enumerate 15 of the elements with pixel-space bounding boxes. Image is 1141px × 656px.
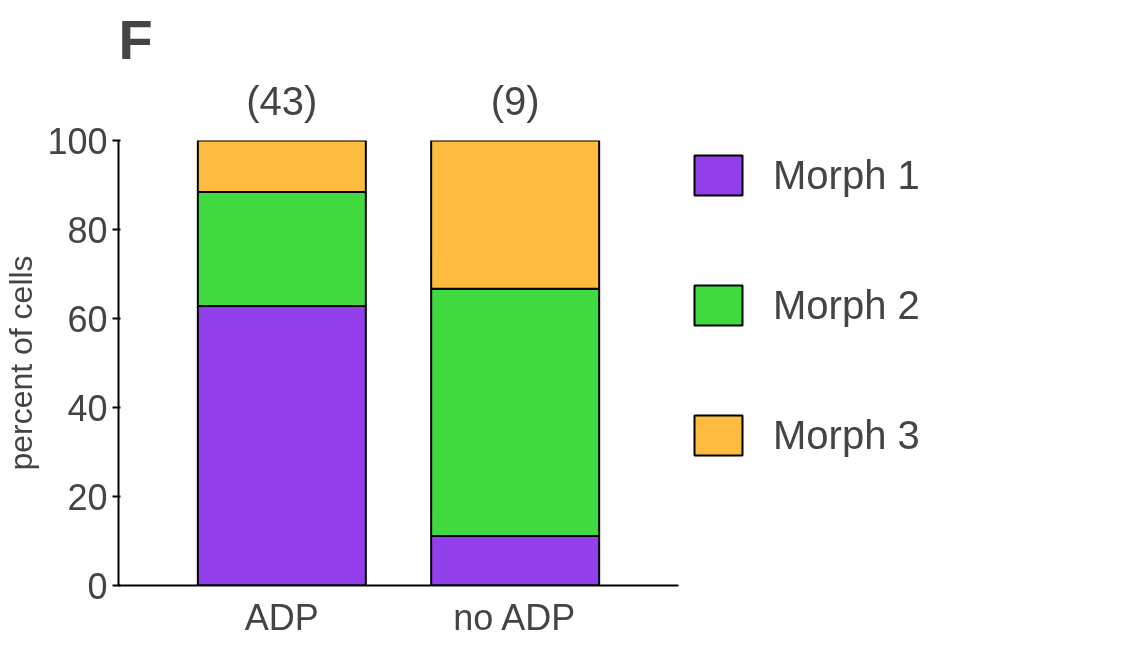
y-axis-title: percent of cells <box>3 255 40 471</box>
legend-label: Morph 3 <box>773 412 920 458</box>
y-tick-label: 20 <box>67 476 108 518</box>
y-tick-label: 0 <box>87 565 108 607</box>
chart-title: F <box>118 7 153 71</box>
text: (9) <box>490 78 540 123</box>
y-tick-label: 100 <box>47 120 108 162</box>
legend-label: Morph 2 <box>773 282 920 328</box>
x-tick-label: no ADP <box>453 596 576 638</box>
text: (43) <box>246 78 318 123</box>
y-tick-label: 40 <box>67 387 108 429</box>
x-tick-label: ADP <box>244 596 319 638</box>
y-tick-label: 60 <box>67 298 108 340</box>
legend-label: Morph 1 <box>773 152 920 198</box>
y-tick-label: 80 <box>67 209 108 251</box>
